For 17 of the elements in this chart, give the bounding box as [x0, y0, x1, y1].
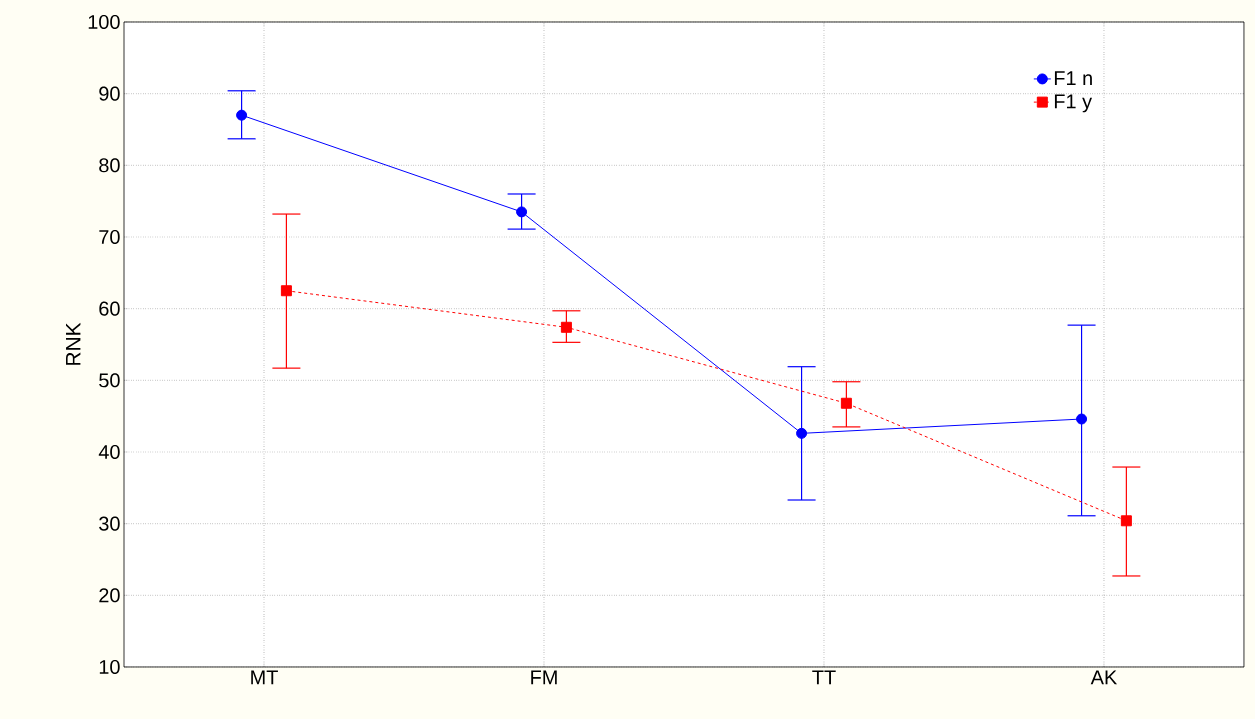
y-tick-label: 90 — [99, 86, 120, 101]
y-axis-title: RNK — [66, 322, 81, 365]
y-tick-label: 70 — [99, 229, 120, 245]
legend-label: F1 y — [1054, 94, 1093, 113]
legend-label: F1 n — [1054, 71, 1092, 86]
x-tick-label: TT — [812, 670, 836, 685]
y-tick-label: 100 — [88, 14, 120, 30]
y-tick-label: 10 — [99, 659, 120, 675]
y-tick-label: 30 — [99, 516, 120, 531]
x-tick-label: FM — [531, 670, 557, 685]
y-tick-label: 40 — [98, 444, 120, 460]
y-tick-label: 20 — [99, 588, 120, 603]
y-tick-label: 60 — [99, 301, 120, 316]
x-tick-label: AK — [1090, 670, 1118, 685]
y-tick-label: 50 — [99, 373, 120, 388]
x-tick-label: MT — [251, 670, 278, 685]
y-tick-label: 80 — [99, 158, 120, 173]
